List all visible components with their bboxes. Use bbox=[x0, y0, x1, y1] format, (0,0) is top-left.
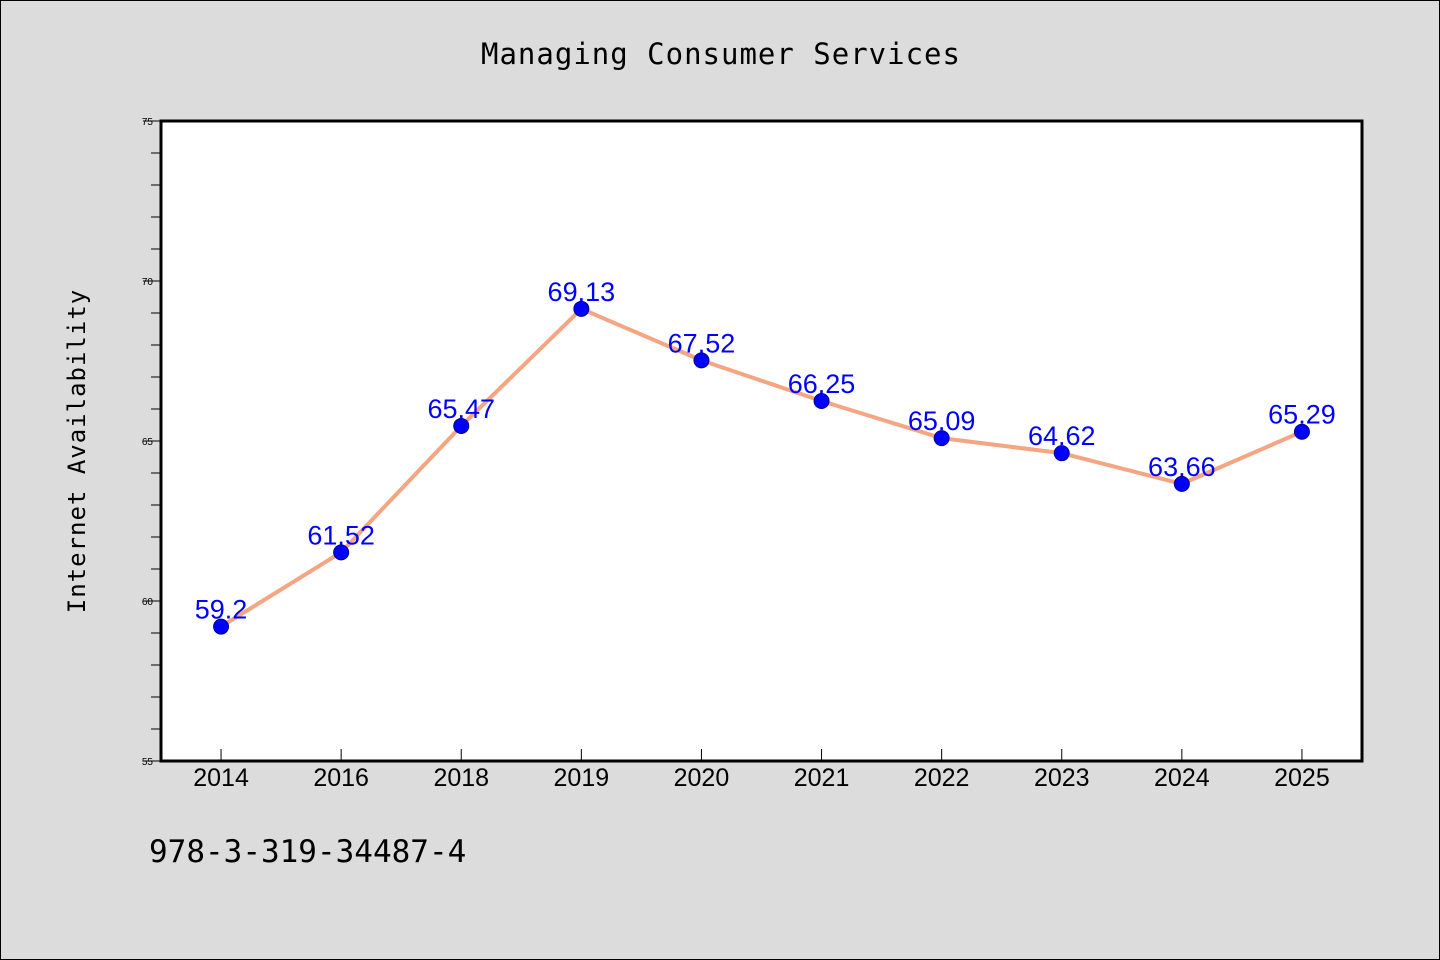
series-line bbox=[219, 306, 1304, 629]
chart-title: Managing Consumer Services bbox=[481, 37, 961, 71]
data-point-marker bbox=[333, 544, 350, 561]
data-point-marker bbox=[453, 417, 470, 434]
x-tick-label: 2018 bbox=[433, 764, 489, 792]
data-point-marker bbox=[933, 430, 950, 447]
data-value-label: 64.62 bbox=[1028, 421, 1096, 451]
series-line-group bbox=[219, 306, 1304, 629]
data-value-label: 61.52 bbox=[307, 520, 375, 550]
data-point-marker bbox=[1173, 475, 1190, 492]
y-tick-label: 60 bbox=[142, 597, 154, 608]
data-value-label: 65.47 bbox=[427, 394, 495, 424]
data-point-marker bbox=[1293, 423, 1310, 440]
y-tick-label: 75 bbox=[142, 117, 154, 128]
y-tick-label: 70 bbox=[142, 277, 154, 288]
data-value-label: 65.29 bbox=[1268, 400, 1336, 430]
data-point-marker bbox=[813, 393, 830, 409]
x-tick-label: 2023 bbox=[1034, 764, 1090, 792]
x-axis-ticks: 2014 2016 2018 2019 2020 2021 2022 2023 2024 2025 bbox=[193, 749, 1330, 792]
y-tick-label: 55 bbox=[142, 757, 154, 768]
isbn-footnote: 978-3-319-34487-4 bbox=[149, 834, 467, 870]
x-tick-label: 2022 bbox=[914, 764, 970, 792]
data-point-marker bbox=[693, 352, 710, 369]
data-value-label: 63.66 bbox=[1148, 452, 1216, 482]
plot-area bbox=[159, 119, 1364, 763]
x-tick-label: 2024 bbox=[1154, 764, 1210, 792]
y-axis-ticks: 55 60 65 70 75 bbox=[142, 117, 161, 768]
data-point-marker bbox=[573, 300, 590, 317]
data-labels: 59.2 61.52 65.47 69.13 67.52 66.25 65.09 64.62 6… bbox=[195, 277, 1336, 625]
x-tick-label: 2016 bbox=[313, 764, 369, 792]
x-tick-label: 2019 bbox=[554, 764, 610, 792]
y-tick-label: 65 bbox=[142, 437, 154, 448]
data-value-label: 67.52 bbox=[668, 328, 736, 358]
data-value-label: 66.25 bbox=[788, 369, 856, 399]
data-value-label: 69.13 bbox=[548, 277, 616, 307]
x-tick-label: 2025 bbox=[1274, 764, 1330, 792]
data-value-label: 59.2 bbox=[195, 595, 248, 625]
x-tick-label: 2020 bbox=[674, 764, 730, 792]
x-tick-label: 2014 bbox=[193, 764, 249, 792]
y-axis-label: Internet Availability bbox=[63, 289, 91, 613]
data-markers bbox=[213, 300, 1310, 635]
data-point-marker bbox=[213, 618, 230, 635]
x-tick-label: 2021 bbox=[794, 764, 850, 792]
data-value-label: 65.09 bbox=[908, 406, 976, 436]
data-point-marker bbox=[1053, 445, 1070, 462]
